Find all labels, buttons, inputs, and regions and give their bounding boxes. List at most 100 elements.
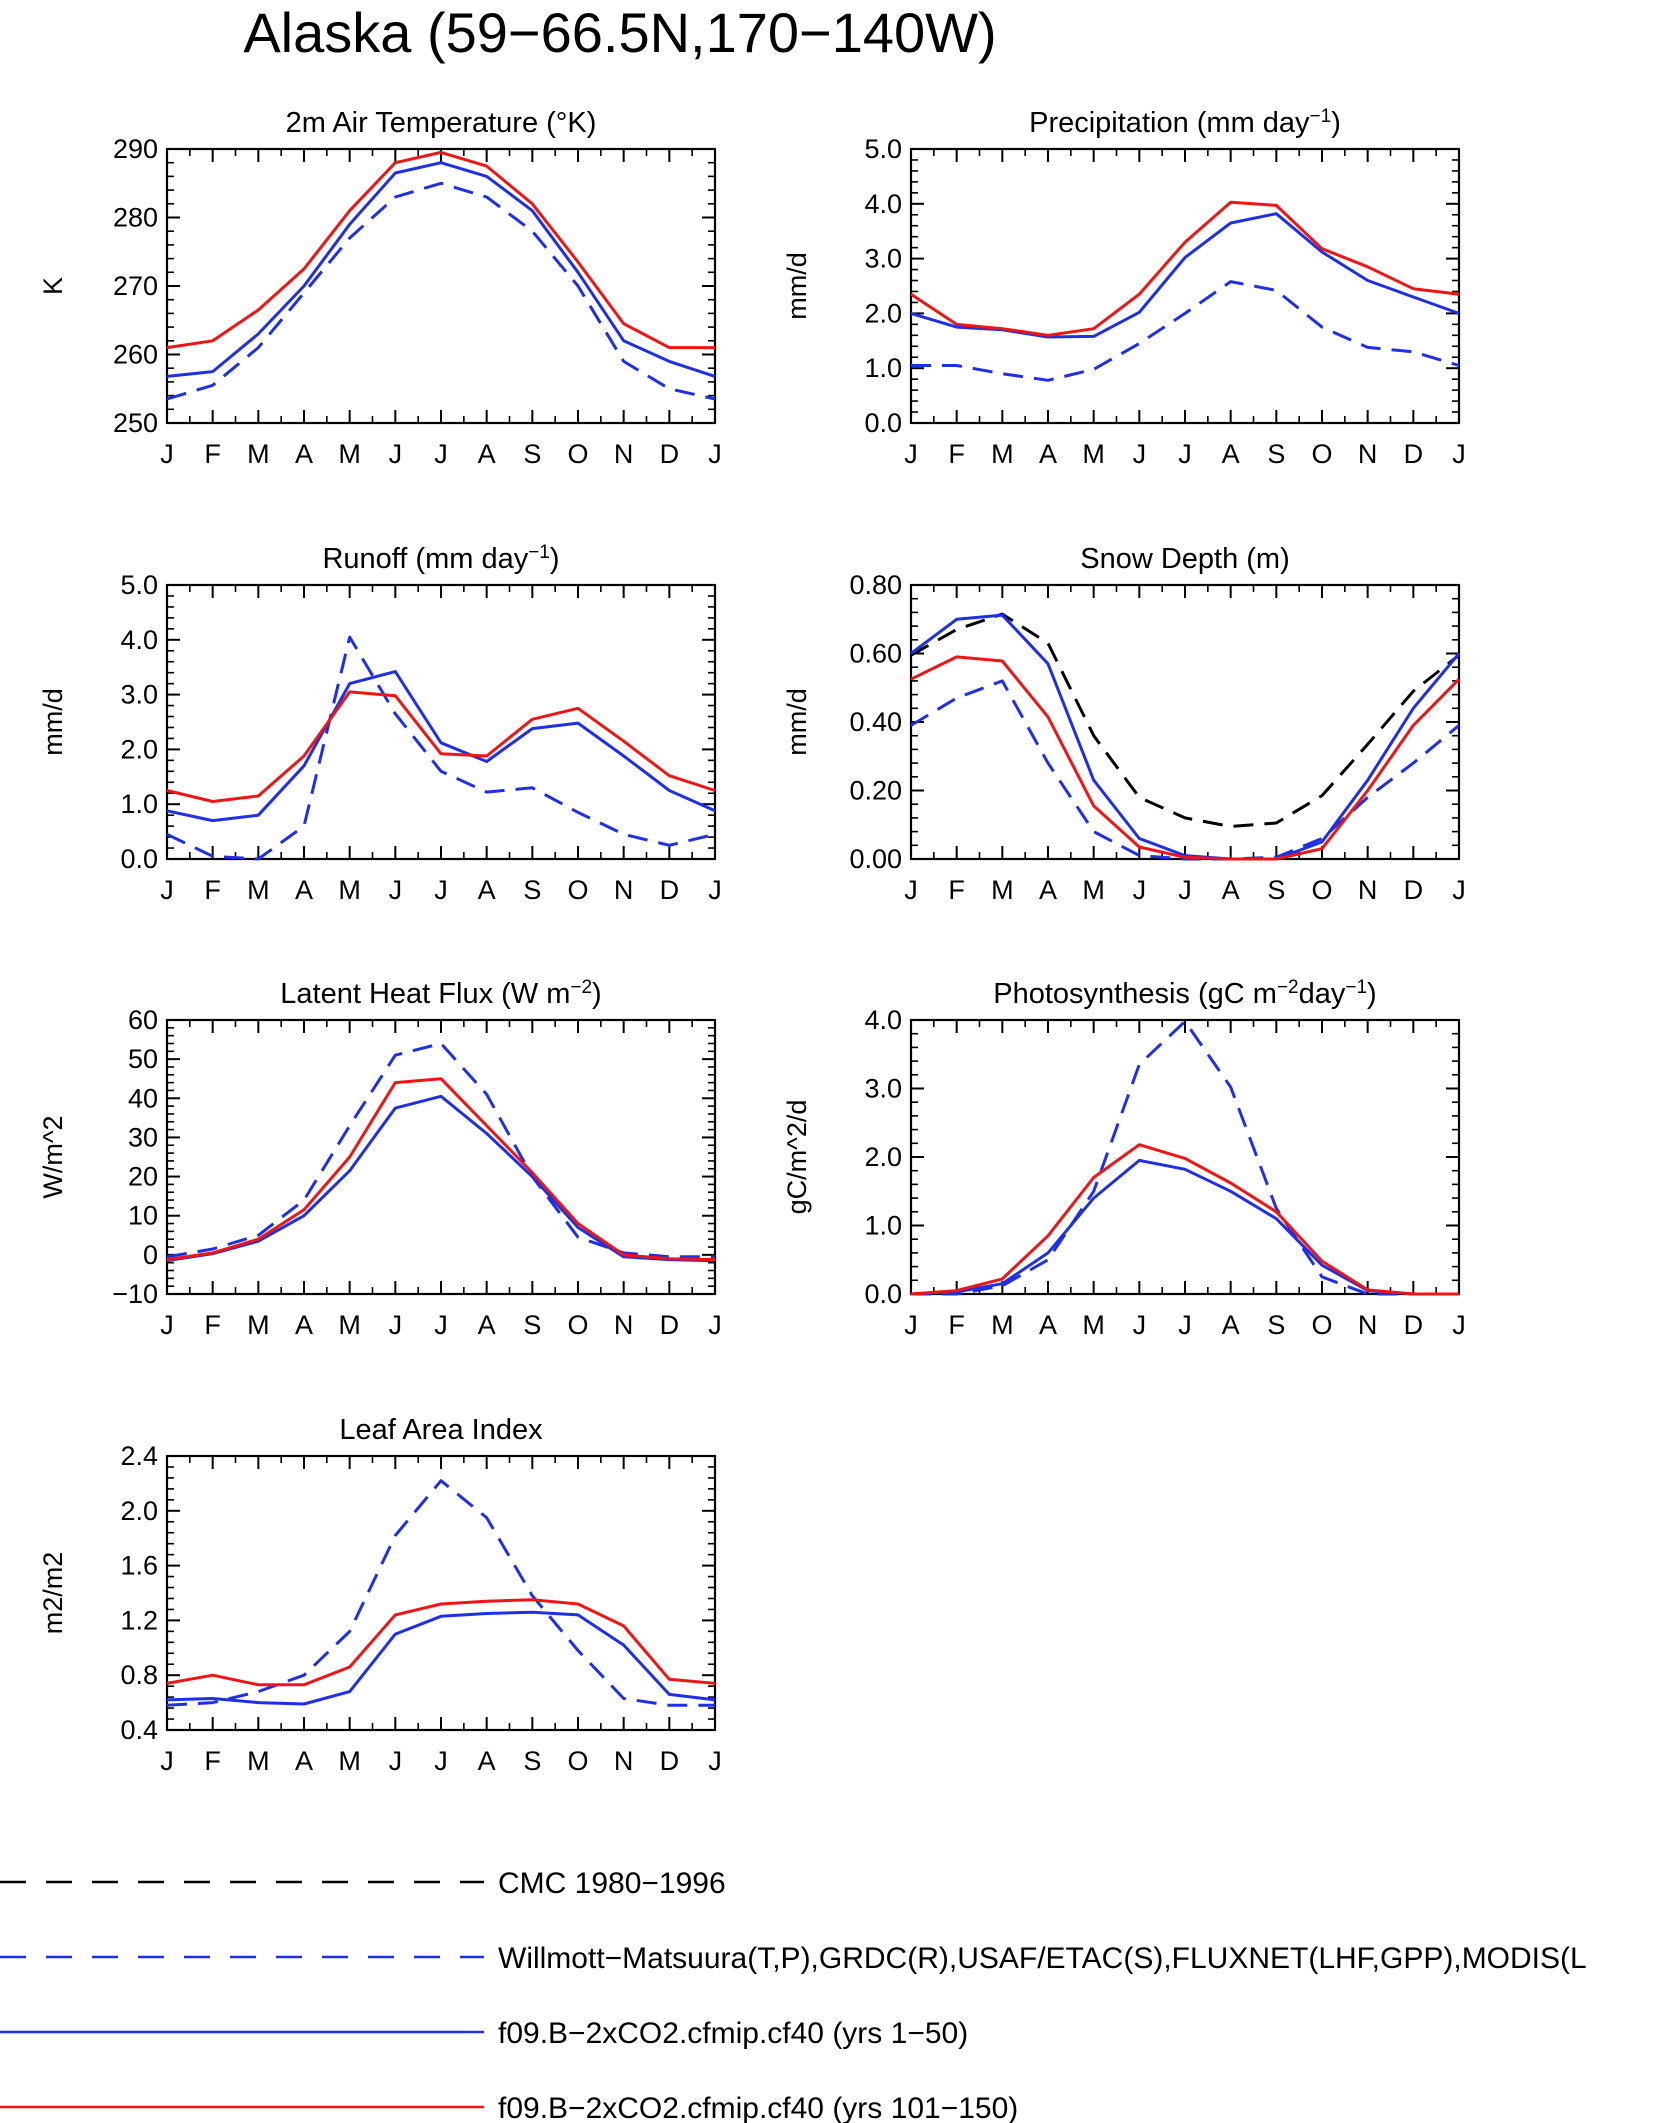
legend-label-cmc: CMC 1980−1996 (498, 1867, 726, 1900)
x-tick-label: A (295, 1310, 313, 1340)
x-tick-label: J (389, 875, 403, 905)
x-tick-label: J (434, 439, 448, 469)
x-tick-label: O (1311, 439, 1332, 469)
y-tick-label: 50 (128, 1044, 158, 1074)
x-tick-label: S (523, 1310, 541, 1340)
x-tick-label: S (1267, 875, 1285, 905)
x-tick-label: N (614, 439, 634, 469)
series-line-run1 (910, 1158, 1459, 1296)
y-tick-label: 20 (128, 1162, 158, 1192)
panel-title: Snow Depth (m) (1080, 543, 1290, 575)
x-tick-label: M (247, 1310, 270, 1340)
series-line-run2 (166, 150, 715, 350)
y-axis-label: mm/d (38, 688, 68, 756)
x-tick-label: J (708, 875, 722, 905)
x-tick-label: J (434, 875, 448, 905)
series-line-obs (166, 1479, 715, 1707)
panel-6: J F M A M J J A S O N D J0.01.02.03.04.0Photosynthes… (782, 977, 1466, 1341)
x-tick-label: D (660, 1310, 680, 1340)
x-tick-label: D (660, 439, 680, 469)
y-tick-label: 280 (113, 203, 158, 233)
x-tick-label: F (204, 1746, 221, 1776)
x-tick-label: M (338, 1310, 361, 1340)
x-tick-label: J (1178, 875, 1192, 905)
x-tick-label: S (523, 1746, 541, 1776)
x-tick-label: D (1404, 1310, 1424, 1340)
x-tick-label: J (160, 1746, 174, 1776)
y-tick-label: 0.40 (849, 707, 902, 737)
series-line-run2 (166, 1598, 716, 1687)
series-line-obs (166, 1042, 715, 1259)
x-tick-label: J (1452, 875, 1466, 905)
y-axis-label: W/m^2 (38, 1115, 68, 1198)
x-tick-label: J (1133, 439, 1147, 469)
series-line-run1 (910, 613, 1461, 861)
x-tick-label: S (523, 439, 541, 469)
x-tick-label: A (478, 1310, 496, 1340)
y-tick-label: 270 (113, 271, 158, 301)
series-line-obs (910, 679, 1460, 861)
x-tick-label: J (434, 1310, 448, 1340)
x-tick-label: O (1311, 875, 1332, 905)
y-tick-label: 0.60 (849, 639, 902, 669)
x-tick-label: S (1267, 1310, 1285, 1340)
series-line-run1 (166, 1094, 716, 1263)
y-tick-label: 0.0 (864, 1279, 902, 1309)
x-tick-label: N (614, 1746, 634, 1776)
x-tick-label: M (1082, 439, 1105, 469)
x-tick-label: A (478, 875, 496, 905)
y-tick-label: 2.0 (864, 1142, 902, 1172)
x-tick-label: A (478, 1746, 496, 1776)
y-tick-label: 0.80 (849, 570, 902, 600)
y-tick-label: 1.0 (120, 789, 158, 819)
series-line-run1 (166, 161, 716, 378)
series-line-obs (166, 635, 716, 861)
y-tick-label: 260 (113, 340, 158, 370)
x-tick-label: M (991, 439, 1014, 469)
y-tick-label: 2.0 (864, 298, 902, 328)
x-tick-label: O (567, 439, 588, 469)
x-tick-label: M (1082, 875, 1105, 905)
series-line-run2 (166, 1077, 716, 1262)
x-tick-label: N (614, 1310, 634, 1340)
y-axis-label: K (38, 277, 68, 295)
y-tick-label: 250 (113, 408, 158, 438)
main-title: Alaska (59−66.5N,170−140W) (243, 1, 996, 64)
y-axis-label: mm/d (782, 252, 812, 320)
x-tick-label: J (1133, 875, 1147, 905)
x-tick-label: J (708, 1746, 722, 1776)
y-tick-label: 40 (128, 1083, 158, 1113)
y-tick-label: 5.0 (864, 134, 902, 164)
x-tick-label: J (160, 875, 174, 905)
x-tick-label: M (1082, 1310, 1105, 1340)
x-tick-label: F (204, 439, 221, 469)
series-line-run2 (910, 655, 1461, 861)
y-tick-label: 4.0 (120, 625, 158, 655)
panel-title: Leaf Area Index (339, 1414, 543, 1446)
x-tick-label: A (1039, 1310, 1057, 1340)
panel-title: Precipitation (mm day−1) (1029, 106, 1341, 140)
y-tick-label: 10 (128, 1201, 158, 1231)
x-tick-label: N (614, 875, 634, 905)
x-tick-label: J (389, 1310, 403, 1340)
y-tick-label: 4.0 (864, 189, 902, 219)
y-tick-label: 290 (113, 134, 158, 164)
legend-label-obs: Willmott−Matsuura(T,P),GRDC(R),USAF/ETAC… (498, 1942, 1587, 1975)
x-tick-label: S (1267, 439, 1285, 469)
x-tick-label: J (1452, 1310, 1466, 1340)
legend-label-run2: f09.B−2xCO2.cfmip.cf40 (yrs 101−150) (498, 2092, 1018, 2123)
y-tick-label: 0.0 (120, 844, 158, 874)
x-tick-label: J (1452, 439, 1466, 469)
y-tick-label: 0.20 (849, 776, 902, 806)
x-tick-label: J (160, 1310, 174, 1340)
x-tick-label: N (1358, 439, 1378, 469)
x-tick-label: O (567, 1310, 588, 1340)
series-line-cmc (910, 612, 1460, 828)
x-tick-label: S (523, 875, 541, 905)
series-line-obs (166, 181, 716, 401)
